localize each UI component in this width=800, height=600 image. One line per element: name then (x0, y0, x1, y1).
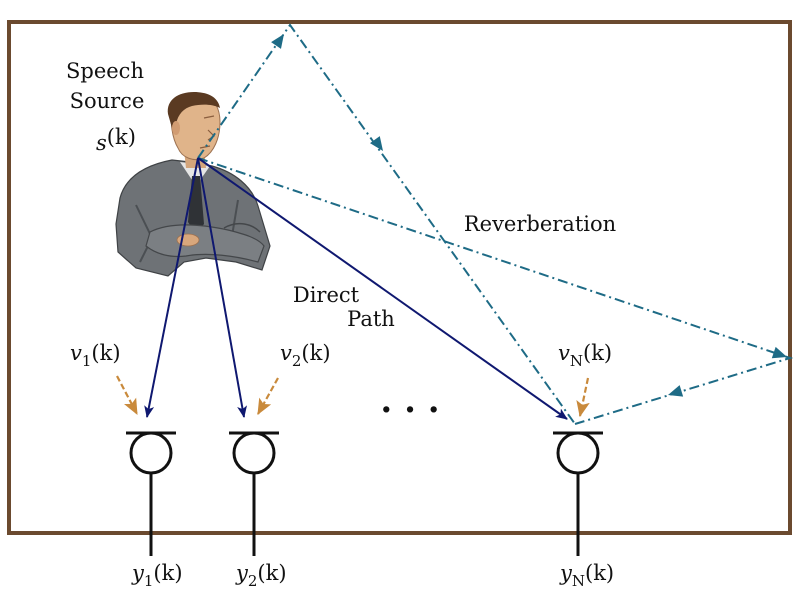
signal-v1: v1(k) (70, 341, 121, 370)
noise-arrow-n (576, 377, 590, 418)
signal-y1: y1(k) (131, 561, 183, 590)
room-boundary (7, 20, 792, 535)
noise-arrows (116, 375, 590, 418)
label-source: Source (70, 89, 145, 113)
ellipsis-dots: . . . (380, 381, 439, 421)
noise-arrow-2 (257, 377, 279, 415)
signal-vN: vN(k) (558, 341, 612, 370)
signal-v2: v2(k) (280, 341, 331, 370)
noise-arrow-1 (116, 375, 138, 416)
reverb-arrowheads (271, 34, 787, 397)
signal-yN: yN(k) (559, 561, 614, 590)
direct-path-mic-1 (144, 157, 199, 418)
direct-path-mic-2 (197, 157, 247, 418)
label-reverberation: Reverberation (464, 212, 616, 236)
microphone-2 (229, 431, 279, 556)
label-speech: Speech (66, 59, 144, 83)
label-path: Path (347, 307, 395, 331)
signal-s: s(k) (96, 125, 136, 155)
label-direct: Direct (293, 283, 360, 307)
microphone-1 (126, 431, 176, 556)
direct-path-mic-n (197, 157, 568, 420)
speaker-figure (115, 92, 271, 277)
reverb-path-ceiling (197, 23, 576, 425)
reverberation-paths (197, 23, 794, 425)
direct-paths (144, 157, 568, 420)
signal-y2: y2(k) (235, 561, 287, 590)
microphone-n (553, 431, 603, 556)
reverb-path-wall (197, 157, 794, 425)
